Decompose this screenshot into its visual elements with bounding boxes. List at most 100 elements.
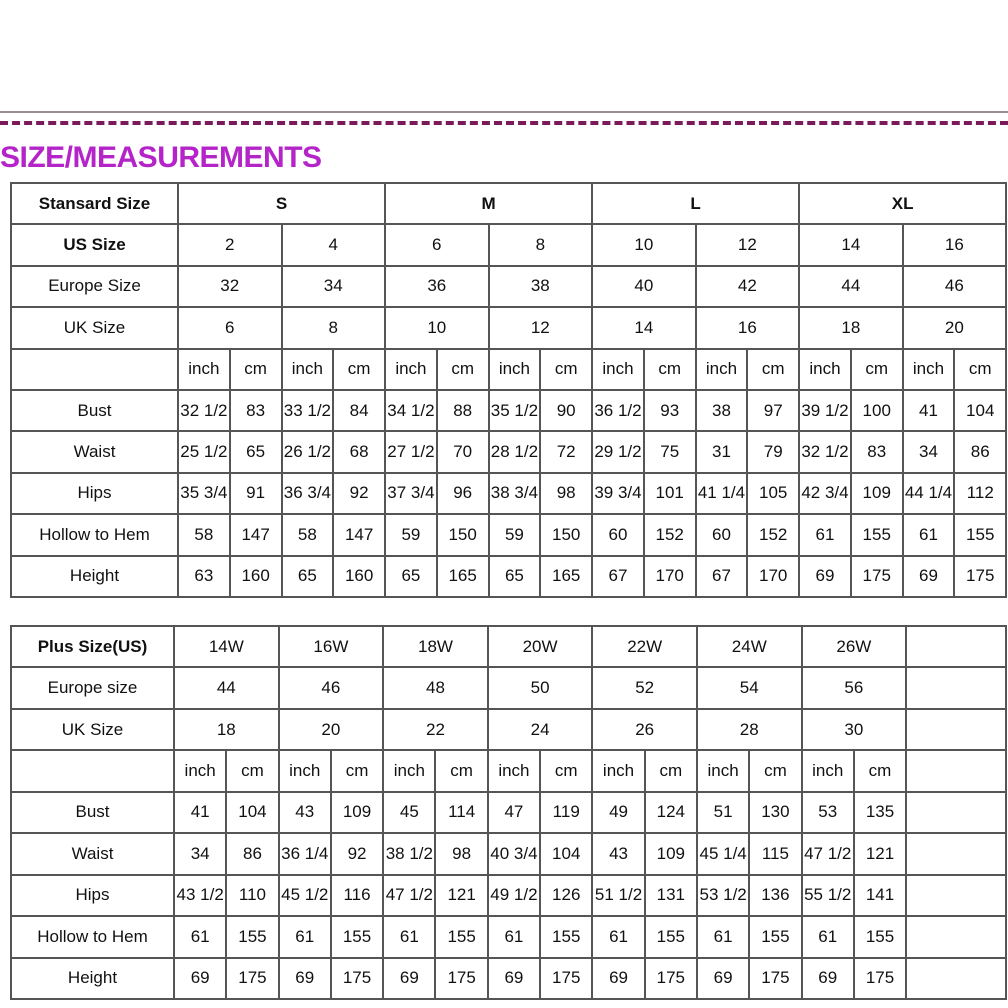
table-cell: inch: [172, 749, 228, 793]
measure-row: Waist 34 86 36 1/4 92 38 1/2 98 40 3/4 104 43 109 4…: [10, 832, 1008, 876]
table-cell: inch: [280, 347, 335, 391]
table-cell: 110: [225, 873, 280, 918]
table-cell: 45 1/2: [277, 873, 332, 918]
table-cell: 10: [384, 306, 490, 350]
table-cell: M: [384, 181, 594, 226]
size-row: Europe size 44 46 48 50 52 54 56: [10, 666, 1008, 710]
table-cell: 8: [280, 306, 387, 350]
table-cell: 112: [953, 471, 1008, 516]
table-cell: 61: [901, 513, 956, 557]
table-cell: Europe Size: [10, 264, 179, 309]
measure-row: Height 63 160 65 160 65 165 65 165 67 170 67 170 69 17…: [10, 554, 1008, 599]
table-cell: 24W: [695, 624, 803, 669]
table-cell: 83: [228, 388, 283, 433]
table-cell: cm: [329, 749, 385, 793]
table-cell: 58: [177, 513, 231, 557]
table-cell: 59: [384, 513, 438, 557]
measure-row: Waist 25 1/2 65 26 1/2 68 27 1/2 70 28 1/2 72 29 …: [10, 430, 1008, 474]
measure-row: Bust 41 104 43 109 45 114 47 119 49 124 51 130 53 135: [10, 790, 1008, 835]
table-cell: 109: [849, 471, 904, 516]
table-cell: 55 1/2: [800, 873, 855, 918]
table-cell: Hips: [10, 873, 175, 918]
table-cell: 160: [332, 554, 387, 599]
table-cell: 68: [332, 430, 387, 474]
table-cell: 42 3/4: [798, 471, 852, 516]
table-cell: 69: [277, 956, 332, 1000]
table-cell: 136: [748, 873, 803, 918]
table-cell: 155: [852, 915, 908, 959]
table-cell: 22: [382, 707, 489, 752]
table-cell: 60: [694, 513, 749, 557]
table-cell: 152: [746, 513, 801, 557]
table-cell: 91: [228, 471, 283, 516]
table-cell: Plus Size(US): [10, 624, 175, 669]
table-cell: 114: [434, 790, 489, 835]
table-cell: 36: [384, 264, 490, 309]
table-cell: 109: [643, 832, 698, 876]
table-cell: [905, 873, 1008, 918]
table-cell: 38: [694, 388, 749, 433]
table-cell: 61: [591, 915, 646, 959]
table-cell: Hollow to Hem: [10, 513, 179, 557]
table-cell: 121: [434, 873, 489, 918]
table-cell: 35 1/2: [487, 388, 542, 433]
table-cell: 53: [800, 790, 855, 835]
table-cell: 14W: [173, 624, 280, 669]
table-cell: inch: [695, 749, 751, 793]
table-cell: 121: [852, 832, 908, 876]
table-cell: 8: [487, 223, 594, 267]
table-cell: 130: [748, 790, 803, 835]
table-cell: 33 1/2: [280, 388, 335, 433]
table-cell: 16: [694, 306, 801, 350]
size-row: Europe Size 32 34 36 38 40 42 44 46: [10, 264, 1008, 309]
table-cell: 53 1/2: [695, 873, 751, 918]
table-cell: 69: [901, 554, 956, 599]
table-cell: 47 1/2: [382, 873, 437, 918]
table-cell: 43: [277, 790, 332, 835]
table-cell: 92: [332, 471, 387, 516]
table-cell: 40: [591, 264, 697, 309]
table-cell: [905, 832, 1008, 876]
table-cell: [905, 790, 1008, 835]
table-cell: 141: [852, 873, 908, 918]
table-cell: inch: [694, 347, 749, 391]
table-cell: 20: [277, 707, 385, 752]
table-cell: Stansard Size: [10, 181, 179, 226]
table-cell: 18: [798, 306, 904, 350]
table-cell: 69: [486, 956, 542, 1000]
table-cell: inch: [277, 749, 332, 793]
table-cell: 104: [225, 790, 280, 835]
table-cell: 52: [591, 666, 698, 710]
table-cell: 46: [277, 666, 385, 710]
table-cell: inch: [382, 749, 437, 793]
table-cell: 32: [177, 264, 283, 309]
table-cell: 14: [798, 223, 904, 267]
table-cell: 38 3/4: [487, 471, 542, 516]
table-cell: Waist: [10, 832, 175, 876]
table-cell: 41 1/4: [694, 471, 749, 516]
table-cell: cm: [953, 347, 1008, 391]
table-cell: cm: [332, 347, 387, 391]
table-cell: 28 1/2: [487, 430, 542, 474]
table-cell: 98: [539, 471, 594, 516]
table-cell: cm: [434, 749, 489, 793]
table-cell: Hollow to Hem: [10, 915, 175, 959]
table-cell: 20W: [486, 624, 594, 669]
table-cell: UK Size: [10, 707, 175, 752]
table-cell: 44: [798, 264, 904, 309]
table-cell: 170: [746, 554, 801, 599]
table-cell: Bust: [10, 790, 175, 835]
table-cell: 34 1/2: [384, 388, 438, 433]
table-cell: 22W: [591, 624, 698, 669]
table-cell: [905, 666, 1008, 710]
table-cell: [10, 347, 179, 391]
measure-row: Bust 32 1/2 83 33 1/2 84 34 1/2 88 35 1/2 90 36 1…: [10, 388, 1008, 433]
table-cell: 67: [591, 554, 645, 599]
table-cell: 175: [849, 554, 904, 599]
table-cell: 60: [591, 513, 645, 557]
table-cell: 44 1/4: [901, 471, 956, 516]
table-cell: 97: [746, 388, 801, 433]
table-cell: 36 1/4: [277, 832, 332, 876]
table-cell: 67: [694, 554, 749, 599]
size-row: UK Size 18 20 22 24 26 28 30: [10, 707, 1008, 752]
